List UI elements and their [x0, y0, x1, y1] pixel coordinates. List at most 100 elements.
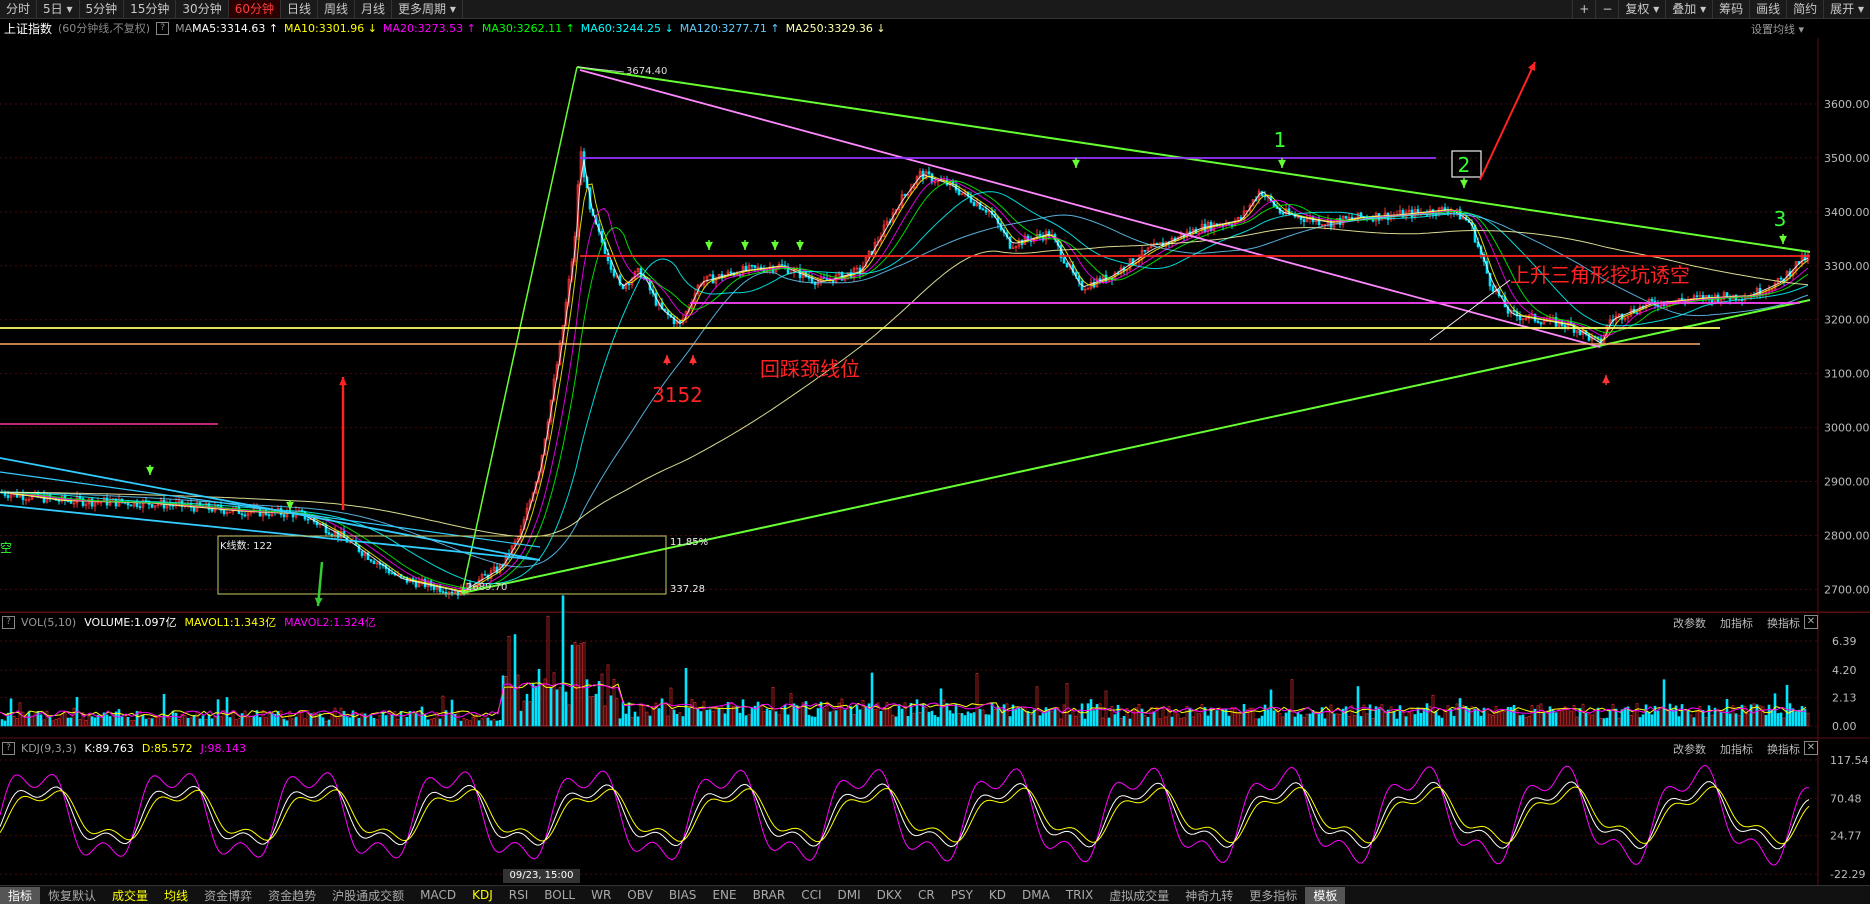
indicator-tab-22[interactable]: DMA: [1022, 888, 1050, 902]
candle-body: [261, 509, 265, 517]
indicator-tab-26[interactable]: 更多指标: [1249, 888, 1298, 903]
volume-bar: [1248, 707, 1252, 727]
indicator-tabbar: 指标 恢复默认 成交量 均线 资金博弈 资金趋势 沪股通成交额 MACD KDJ RSI BOLL W…: [0, 885, 1870, 904]
indicator-tab-6[interactable]: 沪股通成交额: [332, 888, 405, 903]
candle-body: [534, 481, 538, 494]
price-tick-label: 3400.00: [1824, 206, 1870, 219]
volume-bar: [1197, 713, 1201, 727]
period-tab-3[interactable]: 15分钟: [124, 0, 177, 18]
volume-bar: [1245, 709, 1249, 727]
toolbar-tool-1[interactable]: −: [1595, 0, 1618, 18]
ma-settings-button[interactable]: 设置均线 ▾: [1750, 23, 1804, 36]
volume-bar: [1422, 708, 1426, 727]
toolbar-tool-0[interactable]: +: [1572, 0, 1595, 18]
switch-indicator-button[interactable]: 换指标: [1767, 743, 1800, 756]
toolbar-tool-2[interactable]: 复权 ▾: [1618, 0, 1665, 18]
volume-bar: [978, 708, 982, 727]
indicator-tab-9[interactable]: RSI: [508, 888, 529, 902]
volume-bar: [1173, 711, 1177, 727]
indicator-tab-4[interactable]: 资金博弈: [204, 888, 253, 903]
volume-bar: [1494, 706, 1498, 727]
close-icon[interactable]: ✕: [1804, 615, 1818, 629]
indicator-tab-25[interactable]: 神奇九转: [1185, 888, 1234, 903]
indicator-tab-12[interactable]: OBV: [627, 888, 653, 902]
volume-bar: [204, 719, 208, 727]
edit-params-button[interactable]: 改参数: [1673, 617, 1706, 630]
period-tab-2[interactable]: 5分钟: [80, 0, 125, 18]
indicator-tab-0[interactable]: 指标: [0, 886, 41, 904]
indicator-tab-2[interactable]: 成交量: [112, 888, 149, 903]
period-tab-9[interactable]: 更多周期 ▾: [392, 0, 463, 18]
volume-bar: [1302, 717, 1306, 727]
period-tab-1[interactable]: 5日 ▾: [37, 0, 80, 18]
indicator-tab-14[interactable]: ENE: [712, 888, 737, 902]
indicator-tab-10[interactable]: BOLL: [544, 888, 576, 902]
indicator-tab-20[interactable]: PSY: [950, 888, 973, 902]
volume-bar: [42, 719, 46, 727]
toolbar-tool-7[interactable]: 展开 ▾: [1823, 0, 1870, 18]
toolbar-tool-6[interactable]: 简约: [1786, 0, 1823, 18]
volume-bar: [1086, 703, 1090, 727]
volume-bar: [45, 710, 49, 727]
period-tab-8[interactable]: 月线: [355, 0, 393, 18]
indicator-tab-27[interactable]: 模板: [1305, 886, 1346, 904]
toolbar-tool-4[interactable]: 筹码: [1712, 0, 1749, 18]
candle-body: [873, 241, 877, 255]
indicator-tab-5[interactable]: 资金趋势: [268, 888, 317, 903]
period-tab-5[interactable]: 60分钟: [228, 0, 281, 18]
period-tab-0[interactable]: 分时: [0, 0, 38, 18]
volume-bar: [1596, 707, 1600, 727]
indicator-tab-11[interactable]: WR: [591, 888, 612, 902]
volume-bar: [561, 595, 565, 727]
candle-body: [1281, 212, 1285, 215]
indicator-tab-24[interactable]: 虚拟成交量: [1109, 888, 1170, 903]
help-icon[interactable]: ?: [156, 21, 170, 35]
ma-curve-3: [0, 180, 1809, 589]
help-icon[interactable]: ?: [2, 741, 15, 755]
volume-bar: [1371, 718, 1375, 727]
help-icon[interactable]: ?: [2, 615, 15, 629]
indicator-tab-15[interactable]: BRAR: [752, 888, 786, 902]
stock-chart[interactable]: 3600.00 3500.00 3400.00 3300.00 3200.00 3100.…: [0, 0, 1870, 885]
period-tab-6[interactable]: 日线: [281, 0, 318, 18]
candle-body: [330, 534, 334, 536]
indicator-tab-8[interactable]: KDJ: [472, 888, 493, 902]
indicator-tab-16[interactable]: CCI: [801, 888, 822, 902]
period-tab-7[interactable]: 周线: [318, 0, 356, 18]
add-indicator-button[interactable]: 加指标: [1720, 617, 1753, 630]
trend-line-pink: [579, 69, 1601, 348]
volume-bar: [717, 707, 721, 727]
switch-indicator-button[interactable]: 换指标: [1767, 617, 1800, 630]
volume-bar: [1386, 709, 1390, 727]
indicator-tab-13[interactable]: BIAS: [668, 888, 697, 902]
volume-bar: [1503, 711, 1507, 727]
indicator-tab-18[interactable]: DKX: [876, 888, 902, 902]
edit-params-button[interactable]: 改参数: [1673, 743, 1706, 756]
indicator-tab-17[interactable]: DMI: [837, 888, 861, 902]
add-indicator-button[interactable]: 加指标: [1720, 743, 1753, 756]
candle-body: [1800, 254, 1804, 264]
volume-bar: [1668, 703, 1672, 727]
indicator-tab-1[interactable]: 恢复默认: [48, 888, 97, 903]
volume-bar: [909, 702, 913, 727]
crosshair-time-label: 09/23, 15:00: [503, 869, 580, 883]
indicator-tab-23[interactable]: TRIX: [1065, 888, 1094, 902]
indicator-tab-19[interactable]: CR: [918, 888, 935, 902]
toolbar-tool-5[interactable]: 画线: [1749, 0, 1786, 18]
volume-bar: [1119, 717, 1123, 727]
volume-bar: [369, 715, 373, 727]
volume-bar: [1644, 704, 1648, 727]
arrow-head: [741, 241, 749, 250]
volume-bar: [738, 712, 742, 727]
volume-bar: [927, 711, 931, 727]
toolbar-tool-3[interactable]: 叠加 ▾: [1665, 0, 1712, 18]
indicator-tab-7[interactable]: MACD: [420, 888, 457, 902]
volume-bar: [252, 715, 256, 727]
indicator-tab-3[interactable]: 均线: [164, 888, 189, 903]
candle-body: [1524, 318, 1528, 320]
volume-bar: [1485, 709, 1489, 727]
close-icon[interactable]: ✕: [1804, 741, 1818, 755]
indicator-tab-21[interactable]: KD: [988, 888, 1007, 902]
candle-body: [549, 399, 553, 423]
period-tab-4[interactable]: 30分钟: [176, 0, 229, 18]
